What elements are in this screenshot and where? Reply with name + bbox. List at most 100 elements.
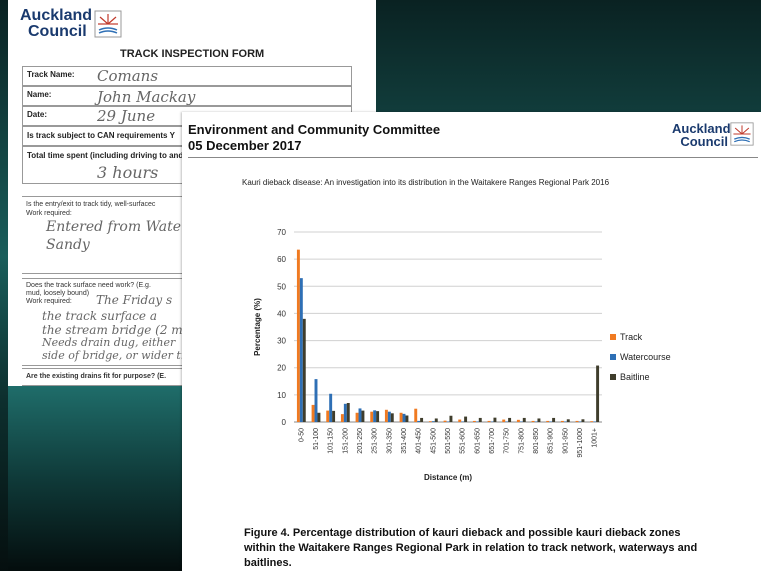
bar-track-551-600	[458, 419, 462, 422]
x-tick-label-801-850: 801-850	[533, 428, 540, 454]
surface-value-5: side of bridge, or wider tre	[42, 349, 193, 362]
x-tick-label-451-500: 451-500	[430, 428, 437, 454]
x-tick-label-151-200: 151-200	[342, 428, 349, 454]
bar-watercourse-951-1000	[578, 421, 582, 422]
doc-pohutukawa-emblem-icon	[730, 122, 754, 146]
entry-value-2: Sandy	[46, 237, 90, 253]
bar-track-851-900	[546, 420, 550, 422]
doc-heading-committee: Environment and Community Committee	[188, 122, 441, 137]
bar-watercourse-51-100	[314, 379, 318, 422]
y-tick-label-10: 10	[277, 391, 286, 400]
bar-track-951-1000	[575, 420, 579, 422]
bar-baitline-401-450	[420, 417, 424, 422]
x-tick-label-551-600: 551-600	[460, 428, 467, 454]
bar-watercourse-851-900	[549, 421, 553, 422]
y-tick-label-40: 40	[277, 309, 286, 318]
bar-watercourse-401-450	[417, 420, 421, 422]
bar-watercourse-151-200	[343, 403, 347, 422]
legend-swatch-watercourse	[610, 354, 616, 360]
bar-baitline-251-300	[376, 411, 380, 422]
bar-track-751-800	[516, 419, 520, 422]
bar-baitline-451-500	[434, 418, 438, 422]
bar-baitline-701-750	[508, 417, 512, 422]
bar-track-701-750	[502, 419, 506, 422]
form-title: TRACK INSPECTION FORM	[120, 48, 265, 60]
bar-track-401-450	[414, 408, 418, 422]
x-tick-label-651-700: 651-700	[489, 428, 496, 454]
auckland-council-logo: Auckland Council	[20, 7, 122, 48]
bar-baitline-101-150	[332, 410, 336, 422]
kauri-dieback-bar-chart: 0 10 20 30 40 50 60 70 0-50 51-100 101-150 151-200 2…	[253, 228, 602, 482]
bar-baitline-501-550	[449, 415, 453, 422]
legend-swatch-baitline	[610, 374, 616, 380]
bar-watercourse-701-750	[505, 421, 509, 422]
x-tick-label-851-900: 851-900	[548, 428, 555, 454]
track-surface-section: Does the track surface need work? (E.g. …	[22, 278, 352, 366]
bar-watercourse-901-950	[563, 421, 567, 422]
x-tick-label-201-250: 201-250	[357, 428, 364, 454]
figure-caption: Figure 4. Percentage distribution of kau…	[244, 527, 698, 569]
pohutukawa-emblem-icon	[94, 10, 122, 38]
bar-baitline-651-700	[493, 417, 497, 422]
bar-track-0-50	[296, 249, 300, 422]
bar-watercourse-251-300	[373, 410, 377, 422]
legend-swatch-track	[610, 334, 616, 340]
bar-watercourse-1001+	[593, 421, 597, 422]
logo-line-1: Auckland	[20, 7, 93, 24]
x-tick-label-951-1000: 951-1000	[577, 428, 584, 458]
doc-logo-line-1: Auckland	[672, 121, 731, 136]
bar-baitline-301-350	[390, 413, 394, 422]
bar-baitline-851-900	[552, 417, 556, 422]
surface-value-4: Needs drain dug, either	[42, 336, 176, 349]
bar-track-201-250	[355, 412, 359, 422]
bar-watercourse-351-400	[402, 413, 406, 422]
doc-auckland-council-logo: Auckland Council	[672, 122, 756, 154]
name-row: Name: John Mackay	[22, 86, 352, 106]
logo-line-2: Council	[28, 23, 87, 40]
name-value: John Mackay	[97, 88, 196, 106]
y-tick-label-70: 70	[277, 228, 286, 237]
bar-baitline-151-200	[346, 403, 350, 422]
x-tick-label-501-550: 501-550	[445, 428, 452, 454]
bar-watercourse-501-550	[446, 421, 450, 422]
bar-track-801-850	[531, 420, 535, 422]
y-tick-label-50: 50	[277, 282, 286, 291]
y-tick-label-20: 20	[277, 364, 286, 373]
bar-track-651-700	[487, 420, 491, 422]
doc-divider	[188, 157, 758, 158]
bar-watercourse-801-850	[534, 421, 538, 422]
total-time-value: 3 hours	[97, 163, 159, 182]
bar-watercourse-601-650	[475, 421, 479, 422]
bar-baitline-0-50	[302, 318, 306, 422]
x-tick-label-401-450: 401-450	[416, 428, 423, 454]
surface-value-2: the track surface a	[42, 309, 157, 323]
bar-track-451-500	[428, 421, 432, 422]
bar-track-501-550	[443, 420, 447, 422]
bar-baitline-601-650	[478, 417, 482, 422]
track-name-value: Comans	[97, 67, 159, 85]
bar-watercourse-451-500	[431, 421, 435, 422]
bar-track-51-100	[311, 404, 315, 422]
bar-track-251-300	[370, 411, 374, 422]
x-tick-label-601-650: 601-650	[474, 428, 481, 454]
bar-track-101-150	[326, 410, 330, 422]
committee-document: Environment and Community Committee 05 D…	[182, 112, 761, 571]
x-axis-label: Distance (m)	[424, 473, 472, 482]
doc-report-caption: Kauri dieback disease: An investigation …	[242, 178, 610, 187]
surface-value-1: The Friday s	[96, 293, 173, 307]
x-tick-label-701-750: 701-750	[504, 428, 511, 454]
x-tick-label-0-50: 0-50	[298, 428, 305, 442]
bar-track-151-200	[340, 414, 344, 422]
bar-baitline-51-100	[317, 412, 321, 422]
bar-watercourse-301-350	[387, 411, 391, 422]
teal-band-left	[8, 386, 182, 571]
date-value: 29 June	[97, 107, 156, 125]
bar-watercourse-0-50	[299, 278, 303, 422]
bar-track-301-350	[384, 409, 388, 422]
surface-value-3: the stream bridge (2 m	[42, 323, 183, 337]
bar-baitline-751-800	[522, 417, 526, 422]
y-tick-label-60: 60	[277, 255, 286, 264]
x-tick-label-751-800: 751-800	[518, 428, 525, 454]
bar-track-351-400	[399, 412, 403, 422]
bar-watercourse-751-800	[519, 421, 523, 422]
